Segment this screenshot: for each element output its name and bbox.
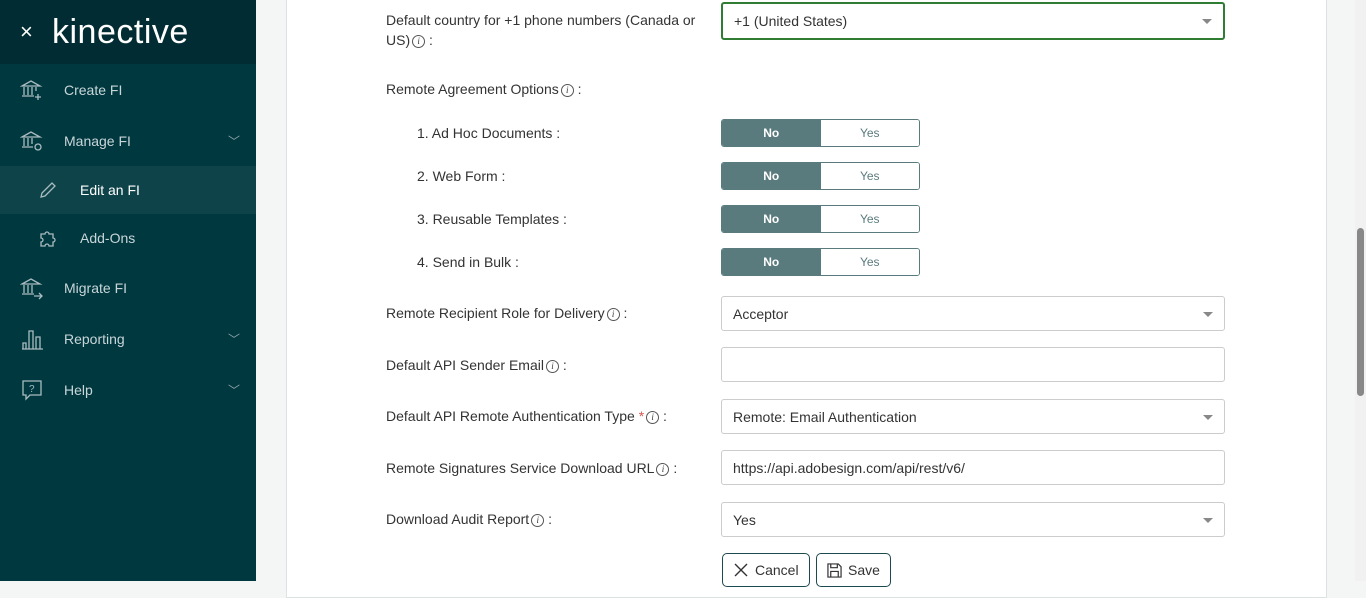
bank-arrow-icon bbox=[0, 276, 64, 300]
sidebar-item-label: Manage FI bbox=[64, 132, 131, 149]
info-icon[interactable]: i bbox=[531, 514, 545, 527]
caret-down-icon bbox=[1203, 312, 1213, 317]
floppy-disk-icon bbox=[827, 562, 842, 578]
brand-header: × kinective bbox=[0, 0, 256, 64]
download-url-label: Remote Signatures Service Download URL i … bbox=[386, 460, 678, 476]
no-option[interactable]: No bbox=[722, 206, 821, 232]
info-icon[interactable]: i bbox=[646, 411, 660, 424]
recipient-role-label: Remote Recipient Role for Delivery i : bbox=[386, 305, 628, 321]
sidebar-item-label: Reporting bbox=[64, 330, 125, 347]
no-option[interactable]: No bbox=[722, 163, 821, 189]
info-icon[interactable]: i bbox=[560, 84, 574, 97]
yes-option[interactable]: Yes bbox=[820, 163, 919, 189]
audit-report-select[interactable]: Yes bbox=[721, 502, 1225, 537]
no-option[interactable]: No bbox=[722, 120, 821, 146]
country-label: Default country for +1 phone numbers (Ca… bbox=[386, 12, 696, 48]
puzzle-icon bbox=[0, 228, 80, 248]
chevron-down-icon: ﹀ bbox=[227, 383, 240, 397]
cancel-button[interactable]: Cancel bbox=[722, 553, 810, 587]
sidebar-item-reporting[interactable]: Reporting ﹀ bbox=[0, 313, 256, 364]
save-button[interactable]: Save bbox=[816, 553, 891, 587]
no-option[interactable]: No bbox=[722, 249, 821, 275]
send-in-bulk-toggle[interactable]: No Yes bbox=[721, 248, 920, 276]
reusable-templates-label: 3. Reusable Templates : bbox=[417, 211, 567, 227]
help-bubble-icon: ? bbox=[0, 378, 64, 402]
svg-text:?: ? bbox=[29, 384, 35, 395]
sidebar-item-create-fi[interactable]: Create FI bbox=[0, 64, 256, 115]
close-icon bbox=[734, 563, 748, 577]
web-form-toggle[interactable]: No Yes bbox=[721, 162, 920, 190]
auth-type-select[interactable]: Remote: Email Authentication bbox=[721, 399, 1225, 434]
auth-type-label: Default API Remote Authentication Type *… bbox=[386, 408, 667, 424]
yes-option[interactable]: Yes bbox=[820, 249, 919, 275]
sidebar-item-manage-fi[interactable]: Manage FI ﹀ bbox=[0, 115, 256, 166]
ad-hoc-toggle[interactable]: No Yes bbox=[721, 119, 920, 147]
pencil-icon bbox=[0, 180, 80, 200]
info-icon[interactable]: i bbox=[606, 308, 620, 321]
yes-option[interactable]: Yes bbox=[820, 206, 919, 232]
sidebar-item-label: Create FI bbox=[64, 81, 123, 98]
sidebar-item-label: Help bbox=[64, 381, 93, 398]
sidebar-item-label: Edit an FI bbox=[80, 182, 140, 198]
bank-plus-icon bbox=[0, 78, 64, 102]
web-form-label: 2. Web Form : bbox=[417, 168, 506, 184]
sidebar-item-edit-an-fi[interactable]: Edit an FI bbox=[0, 166, 256, 214]
bar-chart-icon bbox=[0, 327, 64, 351]
sidebar-item-label: Add-Ons bbox=[80, 230, 136, 246]
ad-hoc-label: 1. Ad Hoc Documents : bbox=[417, 125, 561, 141]
chevron-down-icon: ﹀ bbox=[227, 332, 240, 346]
remote-options-label: Remote Agreement Options i : bbox=[386, 81, 582, 97]
sidebar: × kinective Create FI Manage FI ﹀ Edit a… bbox=[0, 0, 256, 581]
sender-email-label: Default API Sender Email i : bbox=[386, 357, 567, 373]
caret-down-icon bbox=[1203, 518, 1213, 523]
sidebar-item-add-ons[interactable]: Add-Ons bbox=[0, 214, 256, 262]
info-icon[interactable]: i bbox=[545, 360, 559, 373]
sidebar-item-migrate-fi[interactable]: Migrate FI bbox=[0, 262, 256, 313]
yes-option[interactable]: Yes bbox=[820, 120, 919, 146]
bank-gear-icon bbox=[0, 129, 64, 153]
audit-report-label: Download Audit Report i : bbox=[386, 511, 552, 527]
info-icon[interactable]: i bbox=[412, 35, 426, 48]
sender-email-input[interactable] bbox=[721, 347, 1225, 382]
kinective-logo: kinective bbox=[52, 12, 189, 51]
caret-down-icon bbox=[1202, 19, 1212, 24]
reusable-templates-toggle[interactable]: No Yes bbox=[721, 205, 920, 233]
close-menu-icon[interactable]: × bbox=[20, 19, 33, 44]
scrollbar-thumb[interactable] bbox=[1357, 228, 1364, 396]
send-in-bulk-label: 4. Send in Bulk : bbox=[417, 254, 519, 270]
sidebar-item-help[interactable]: ? Help ﹀ bbox=[0, 364, 256, 415]
info-icon[interactable]: i bbox=[656, 463, 670, 476]
caret-down-icon bbox=[1203, 415, 1213, 420]
sidebar-item-label: Migrate FI bbox=[64, 279, 128, 296]
download-url-input[interactable]: https://api.adobesign.com/api/rest/v6/ bbox=[721, 450, 1225, 485]
country-select[interactable]: +1 (United States) bbox=[721, 2, 1225, 40]
recipient-role-select[interactable]: Acceptor bbox=[721, 296, 1225, 331]
scrollbar[interactable] bbox=[1355, 0, 1366, 581]
chevron-down-icon: ﹀ bbox=[227, 134, 240, 148]
